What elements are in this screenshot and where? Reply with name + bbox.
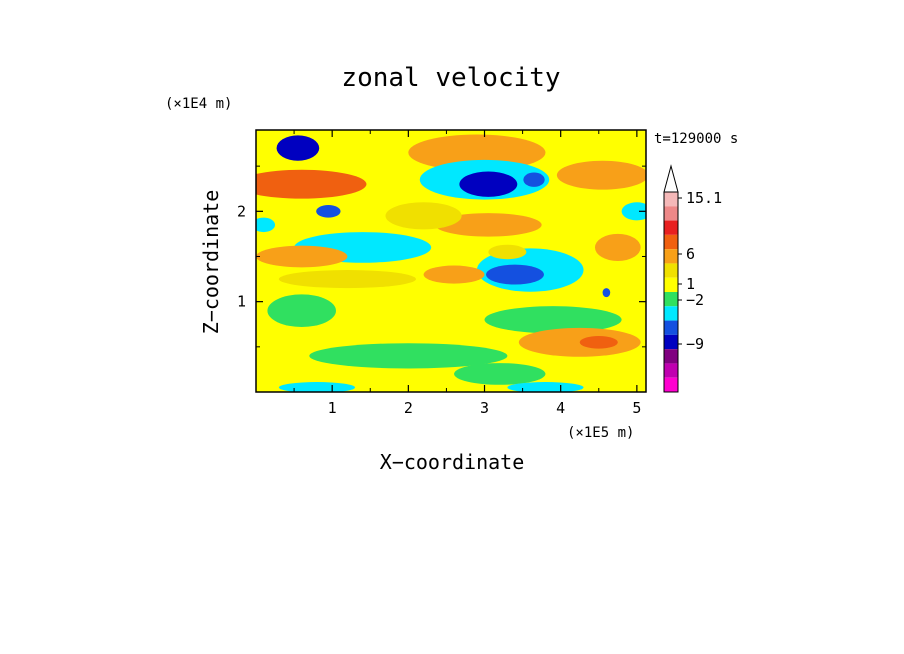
colorbar-label: 15.1 <box>686 189 722 207</box>
time-label: t=129000 s <box>654 131 738 147</box>
colorbar-swatch <box>664 277 678 292</box>
contour-region-19 <box>267 294 336 327</box>
colorbar-swatch <box>664 263 678 278</box>
contour-region-25 <box>278 382 356 392</box>
colorbar-label: 1 <box>686 275 695 293</box>
contour-region-27 <box>621 202 646 221</box>
x-tick-label: 3 <box>480 399 489 417</box>
x-tick-label: 4 <box>556 399 565 417</box>
colorbar-frame <box>663 191 679 393</box>
contour-region-5 <box>523 172 545 187</box>
colorbar-swatch <box>664 220 678 235</box>
contour-region-17 <box>278 270 416 289</box>
contour-region-12 <box>486 264 544 285</box>
colorbar-swatch <box>664 363 678 378</box>
y-unit-label: (×1E4 m) <box>165 96 232 112</box>
axis-ticks: 1 2 3 4 5 1 2 <box>237 130 646 417</box>
contour-region-14 <box>594 233 641 261</box>
contour-region-10 <box>385 202 462 230</box>
x-unit-label: (×1E5 m) <box>567 425 634 441</box>
colorbar-swatch <box>664 349 678 364</box>
chart-title: zonal velocity <box>341 63 560 93</box>
contour-region-1 <box>256 169 367 199</box>
colorbar-swatch <box>664 192 678 207</box>
colorbar-swatch <box>664 292 678 307</box>
y-tick-label: 2 <box>237 202 246 220</box>
contour-region-0 <box>276 135 320 161</box>
colorbar-swatch <box>664 377 678 392</box>
colorbar-swatch <box>664 334 678 350</box>
colorbar-label: 6 <box>686 245 695 263</box>
x-tick-label: 1 <box>328 399 337 417</box>
contour-region-4 <box>459 171 518 197</box>
contour-region-26 <box>507 382 584 392</box>
contour-region-18 <box>488 244 527 260</box>
plot-frame <box>255 129 647 393</box>
plot-area: 1 2 3 4 5 1 2 <box>237 129 647 417</box>
colorbar-label: −2 <box>686 291 704 309</box>
contour-region-15 <box>256 245 348 268</box>
colorbar: 15.1 6 1−2 −9 <box>663 164 722 393</box>
y-axis-title: Z−coordinate <box>199 190 223 335</box>
contour-region-7 <box>316 204 341 218</box>
x-axis-title: X−coordinate <box>380 450 525 474</box>
contour-region-20 <box>484 306 622 334</box>
colorbar-extend-arrow <box>663 164 679 193</box>
contour-region-9 <box>435 213 542 237</box>
contour-region-23 <box>309 343 508 369</box>
contour-region-22 <box>579 335 618 349</box>
contour-region-24 <box>454 363 546 385</box>
colorbar-swatch <box>664 249 678 264</box>
colorbar-swatch <box>664 206 678 221</box>
contour-region-6 <box>556 160 646 190</box>
colorbar-swatch <box>664 306 678 321</box>
colorbar-label: −9 <box>686 335 704 353</box>
x-tick-label: 2 <box>404 399 413 417</box>
contour-region-16 <box>423 265 485 284</box>
colorbar-swatch <box>664 234 678 250</box>
colorbar-swatch <box>664 320 678 335</box>
contour-region-13 <box>602 288 611 298</box>
y-tick-label: 1 <box>237 293 246 311</box>
x-tick-label: 5 <box>632 399 641 417</box>
velocity-field <box>256 130 646 392</box>
contour-region-28 <box>256 217 276 233</box>
